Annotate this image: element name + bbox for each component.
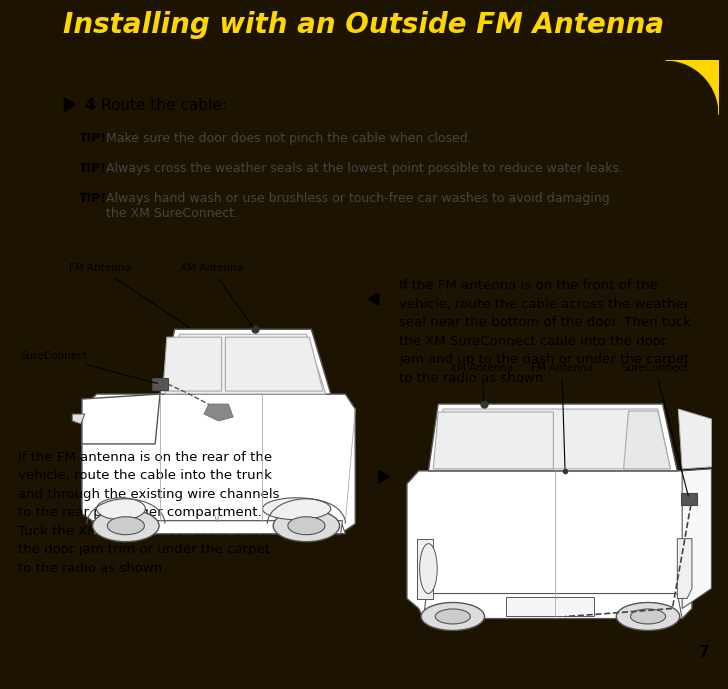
Polygon shape [226,337,323,391]
Text: Route the cable:: Route the cable: [101,98,227,113]
Text: SureConnect: SureConnect [20,351,157,383]
Ellipse shape [617,602,680,630]
Ellipse shape [92,510,159,542]
Polygon shape [677,539,692,599]
Polygon shape [416,539,433,599]
Polygon shape [204,404,233,421]
Polygon shape [428,404,677,471]
Text: TIP!: TIP! [79,192,107,205]
Text: FM Antenna: FM Antenna [69,263,190,328]
Polygon shape [163,337,221,391]
Ellipse shape [273,510,339,542]
Polygon shape [407,471,692,619]
Text: If the FM antenna is on the rear of the
vehicle, route the cable into the trunk
: If the FM antenna is on the rear of the … [18,451,280,575]
Ellipse shape [630,609,665,624]
Polygon shape [665,60,719,115]
Polygon shape [165,334,326,394]
Text: 4: 4 [84,98,95,113]
Polygon shape [624,411,670,469]
Polygon shape [92,521,343,534]
Text: FM Antenna: FM Antenna [531,363,593,468]
Text: Make sure the door does not pinch the cable when closed.: Make sure the door does not pinch the ca… [106,132,472,145]
Bar [152,378,168,390]
Polygon shape [160,329,331,394]
Ellipse shape [288,517,325,535]
Polygon shape [368,294,379,305]
Polygon shape [82,394,355,534]
Ellipse shape [107,517,144,535]
Text: Installing with an Outside FM Antenna: Installing with an Outside FM Antenna [63,11,665,39]
Polygon shape [682,469,711,608]
Bar [507,597,594,617]
Polygon shape [82,394,160,444]
Ellipse shape [97,497,146,520]
Text: TIP!: TIP! [79,162,107,175]
Ellipse shape [421,602,485,630]
Text: XM Antenna: XM Antenna [450,363,513,401]
Polygon shape [97,521,346,534]
Polygon shape [433,412,553,469]
Polygon shape [379,471,389,483]
Text: XM Antenna: XM Antenna [180,263,253,327]
Polygon shape [433,409,670,469]
Ellipse shape [263,497,331,520]
Polygon shape [678,409,711,469]
Ellipse shape [435,609,470,624]
Ellipse shape [419,544,438,593]
Polygon shape [424,593,682,619]
Text: TIP!: TIP! [79,132,107,145]
Text: 7: 7 [699,646,710,660]
Bar [681,493,697,505]
Text: Always hand wash or use brushless or touch-free car washes to avoid damaging
the: Always hand wash or use brushless or tou… [106,192,610,220]
Polygon shape [72,414,85,424]
Text: Always cross the weather seals at the lowest point possible to reduce water leak: Always cross the weather seals at the lo… [106,162,623,175]
Text: V: V [214,515,220,524]
Polygon shape [64,98,75,112]
Text: If the FM antenna is on the front of the
vehicle, route the cable across the wea: If the FM antenna is on the front of the… [399,279,691,385]
Text: SureConnect: SureConnect [622,363,689,496]
